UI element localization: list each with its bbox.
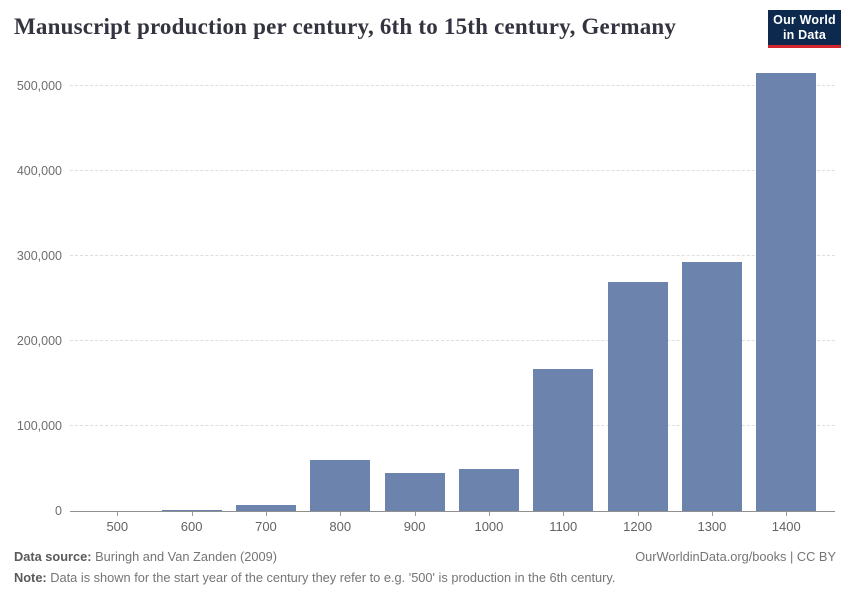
x-axis-tick bbox=[711, 512, 713, 516]
chart-footer: Data source: Buringh and Van Zanden (200… bbox=[14, 546, 836, 588]
x-axis-tick bbox=[340, 512, 342, 516]
y-axis-tick-label: 400,000 bbox=[16, 164, 62, 178]
x-axis-tick bbox=[488, 512, 490, 516]
note-line: Note: Data is shown for the start year o… bbox=[14, 570, 615, 585]
y-gridline bbox=[70, 85, 835, 86]
y-gridline bbox=[70, 170, 835, 171]
bar-1400[interactable] bbox=[756, 73, 817, 511]
y-gridline bbox=[70, 255, 835, 256]
y-axis-tick-label: 100,000 bbox=[16, 419, 62, 433]
x-axis-tick bbox=[191, 512, 193, 516]
plot-area: 0 100,000 200,000 300,000 400,000 500,000 500 6… bbox=[17, 60, 835, 534]
y-axis-tick-label: 200,000 bbox=[16, 334, 62, 348]
y-axis-tick-label: 300,000 bbox=[16, 249, 62, 263]
bar-1300[interactable] bbox=[681, 261, 742, 511]
x-axis-tick-label: 1100 bbox=[549, 519, 578, 534]
bar-1100[interactable] bbox=[533, 369, 594, 511]
x-axis-tick-label: 900 bbox=[403, 519, 426, 534]
x-axis-tick-label: 1000 bbox=[474, 519, 504, 534]
bar-900[interactable] bbox=[384, 472, 445, 511]
y-gridline bbox=[70, 425, 835, 426]
x-axis-tick-label: 1200 bbox=[623, 519, 653, 534]
note-label: Note: bbox=[14, 570, 47, 585]
x-axis-tick-label: 800 bbox=[329, 519, 352, 534]
y-axis-tick-label: 500,000 bbox=[16, 79, 62, 93]
x-axis-tick bbox=[637, 512, 639, 516]
bar-700[interactable] bbox=[235, 505, 296, 511]
note-text: Data is shown for the start year of the … bbox=[46, 570, 616, 585]
x-axis-tick-label: 1300 bbox=[697, 519, 727, 534]
owid-cc-link[interactable]: OurWorldinData.org/books | CC BY bbox=[635, 549, 836, 564]
x-axis-tick bbox=[563, 512, 565, 516]
x-axis-tick bbox=[414, 512, 416, 516]
x-axis-tick-label: 600 bbox=[180, 519, 203, 534]
bar-800[interactable] bbox=[310, 460, 371, 511]
bar-1200[interactable] bbox=[607, 281, 668, 511]
x-axis-tick bbox=[265, 512, 267, 516]
x-axis-tick bbox=[786, 512, 788, 516]
x-axis-tick-label: 500 bbox=[106, 519, 129, 534]
data-source-label: Data source: bbox=[14, 549, 92, 564]
y-axis-tick-label: 0 bbox=[55, 504, 62, 518]
owid-logo-line1: Our World bbox=[773, 12, 836, 27]
bar-600[interactable] bbox=[161, 510, 222, 511]
data-source-line: Data source: Buringh and Van Zanden (200… bbox=[14, 546, 277, 567]
data-source-text: Buringh and Van Zanden (2009) bbox=[91, 549, 277, 564]
x-axis-tick-label: 1400 bbox=[771, 519, 801, 534]
owid-logo[interactable]: Our World in Data bbox=[768, 10, 841, 48]
x-axis-tick bbox=[117, 512, 119, 516]
bar-1000[interactable] bbox=[458, 468, 519, 511]
y-gridline bbox=[70, 340, 835, 341]
x-axis-tick-label: 700 bbox=[255, 519, 277, 534]
owid-logo-line2: in Data bbox=[782, 27, 827, 42]
chart-title: Manuscript production per century, 6th t… bbox=[14, 14, 677, 39]
